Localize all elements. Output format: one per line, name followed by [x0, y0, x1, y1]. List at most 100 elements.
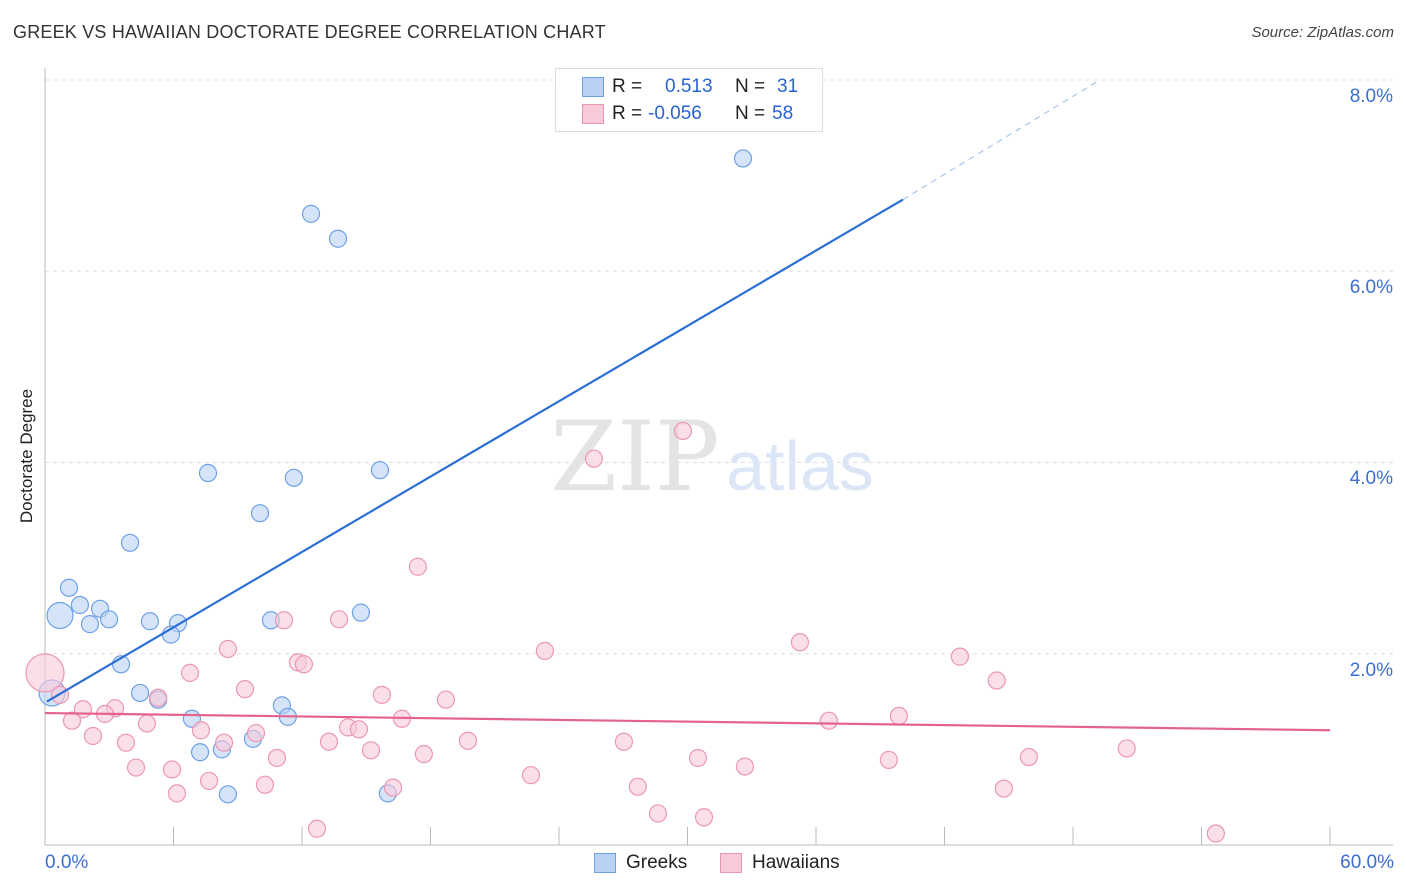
n-label: N =: [735, 76, 766, 97]
hawaiians-point: [62, 711, 82, 730]
hawaiians-point: [879, 750, 898, 769]
greeks-point: [218, 785, 237, 804]
hawaiians-point: [294, 655, 314, 674]
hawaiians-point: [214, 733, 234, 752]
chart-title: GREEK VS HAWAIIAN DOCTORATE DEGREE CORRE…: [13, 22, 606, 42]
hawaiians-point: [648, 804, 668, 823]
r-label: R =: [612, 76, 643, 97]
x-tick-label: 60.0%: [1340, 852, 1394, 873]
hawaiians-point: [889, 706, 908, 726]
y-tick-label: 4.0%: [1349, 468, 1393, 489]
hawaiians-point: [994, 779, 1013, 798]
x-tick-label: 0.0%: [45, 852, 89, 873]
hawaiians-point: [584, 449, 604, 468]
r-value: 0.513: [665, 76, 713, 97]
greeks-point: [99, 610, 119, 629]
hawaiians-point: [191, 721, 211, 740]
hawaiians-swatch: [582, 104, 604, 124]
hawaiians-point: [1206, 824, 1225, 843]
legend-label: Greeks: [626, 852, 688, 873]
greeks-point: [70, 595, 90, 615]
source-label: Source: ZipAtlas.com: [1251, 24, 1394, 41]
hawaiians-point: [361, 741, 381, 760]
hawaiians-point: [255, 775, 275, 794]
bottom-legend-greeks: Greeks: [594, 852, 687, 874]
greeks-point: [120, 533, 140, 552]
hawaiians-point: [167, 784, 187, 803]
greeks-swatch: [594, 853, 616, 873]
hawaiians-point: [408, 557, 427, 576]
hawaiians-point: [83, 726, 103, 746]
y-tick-label: 2.0%: [1349, 660, 1393, 681]
greeks-point: [284, 468, 303, 487]
hawaiians-point: [148, 688, 168, 707]
hawaiians-point: [137, 714, 157, 733]
greeks-trend-line: [46, 198, 904, 703]
hawaiians-point: [1019, 747, 1038, 767]
greeks-point: [130, 683, 150, 703]
hawaiians-point: [819, 711, 838, 730]
greeks-point: [46, 601, 74, 630]
legend-label: Hawaiians: [752, 852, 840, 873]
greeks-trend-extension: [902, 79, 1101, 200]
y-tick-label: 6.0%: [1349, 277, 1393, 298]
hawaiians-point: [267, 748, 287, 768]
hawaiians-point: [274, 611, 294, 630]
hawaiians-point: [688, 748, 708, 768]
greeks-point: [370, 461, 390, 480]
hawaiians-point: [414, 745, 433, 764]
hawaiians-point: [628, 777, 647, 796]
greeks-point: [140, 612, 160, 631]
hawaiians-point: [307, 819, 327, 838]
hawaiians-swatch: [720, 853, 742, 873]
hawaiians-point: [218, 639, 237, 659]
greeks-point: [733, 149, 753, 168]
hawaiians-point: [126, 758, 146, 777]
n-label: N =: [735, 103, 766, 124]
greeks-point: [250, 504, 270, 523]
hawaiians-point: [1117, 739, 1136, 758]
greeks-point: [301, 204, 321, 223]
hawaiians-trend-line: [44, 711, 1331, 732]
r-value: -0.056: [648, 103, 702, 124]
hawaiians-point: [436, 690, 456, 709]
hawaiians-point: [950, 647, 970, 666]
hawaiians-point: [673, 421, 693, 441]
greeks-point: [80, 615, 100, 634]
hawaiians-point: [235, 680, 255, 699]
hawaiians-point: [987, 671, 1006, 690]
greeks-point: [351, 603, 370, 622]
watermark-zip: ZIP: [550, 401, 719, 513]
hawaiians-point: [329, 610, 349, 629]
greeks-point: [190, 743, 210, 762]
hawaiians-point: [162, 760, 182, 779]
hawaiians-point: [614, 732, 633, 751]
greeks-point: [328, 229, 348, 248]
r-label: R =: [612, 103, 643, 124]
y-axis-label: Doctorate Degree: [17, 388, 36, 524]
greeks-swatch: [582, 77, 604, 97]
hawaiians-point: [735, 757, 754, 776]
hawaiians-point: [116, 733, 136, 752]
hawaiians-point: [694, 808, 714, 827]
bottom-legend-hawaiians: Hawaiians: [720, 852, 840, 874]
n-value: 31: [777, 76, 799, 97]
y-tick-label: 8.0%: [1349, 86, 1393, 107]
hawaiians-point: [319, 732, 339, 751]
greeks-point: [59, 578, 79, 597]
hawaiians-point: [535, 641, 554, 660]
hawaiians-point: [521, 766, 541, 785]
legend: R = 0.513 N = 31 R = -0.056 N = 58: [555, 68, 823, 132]
hawaiians-point: [349, 720, 369, 739]
greeks-point: [198, 463, 218, 483]
hawaiians-point: [383, 778, 403, 797]
hawaiians-point: [372, 685, 391, 704]
hawaiians-point: [246, 724, 266, 743]
n-value: 58: [772, 103, 794, 124]
hawaiians-point: [790, 633, 810, 652]
hawaiians-point: [458, 731, 478, 750]
hawaiians-point: [25, 653, 65, 693]
hawaiians-point: [199, 771, 219, 791]
